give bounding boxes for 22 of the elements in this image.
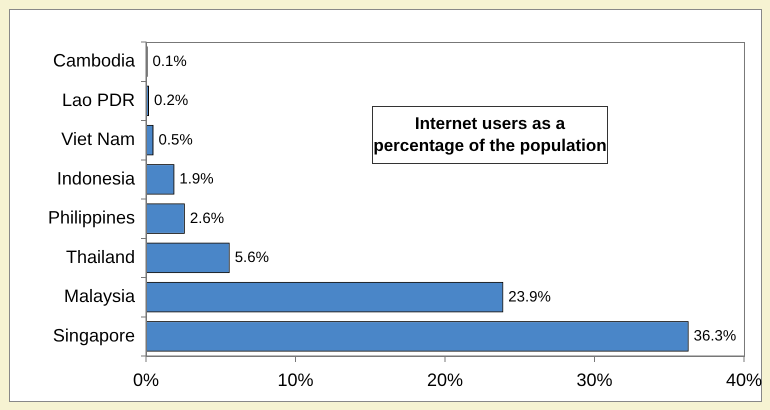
data-label: 0.1% bbox=[152, 52, 187, 70]
data-label: 36.3% bbox=[694, 328, 736, 345]
x-tick-label: 0% bbox=[132, 370, 160, 390]
x-tick-label: 30% bbox=[576, 370, 613, 390]
data-label: 2.6% bbox=[190, 210, 224, 227]
data-label: 0.5% bbox=[158, 131, 193, 148]
x-tick-label: 20% bbox=[426, 370, 464, 390]
y-tick-label: Singapore bbox=[52, 325, 135, 346]
text: Internet users as a percentage of the population bbox=[372, 106, 608, 164]
data-label: 5.6% bbox=[234, 249, 269, 266]
data-label: 23.9% bbox=[508, 288, 551, 306]
y-tick-label: Cambodia bbox=[52, 50, 136, 71]
data-label: 1.9% bbox=[179, 170, 214, 188]
y-tick-label: Lao PDR bbox=[62, 90, 135, 110]
x-tick-label: 10% bbox=[277, 370, 314, 390]
y-tick-label: Malaysia bbox=[64, 286, 136, 306]
y-tick-label: Viet Nam bbox=[61, 129, 135, 150]
data-label: 0.2% bbox=[154, 92, 188, 110]
y-tick-label: Thailand bbox=[66, 246, 135, 267]
y-tick-label: Indonesia bbox=[56, 168, 136, 188]
y-tick-label: Philippines bbox=[48, 208, 135, 228]
x-tick-label: 40% bbox=[726, 370, 762, 390]
